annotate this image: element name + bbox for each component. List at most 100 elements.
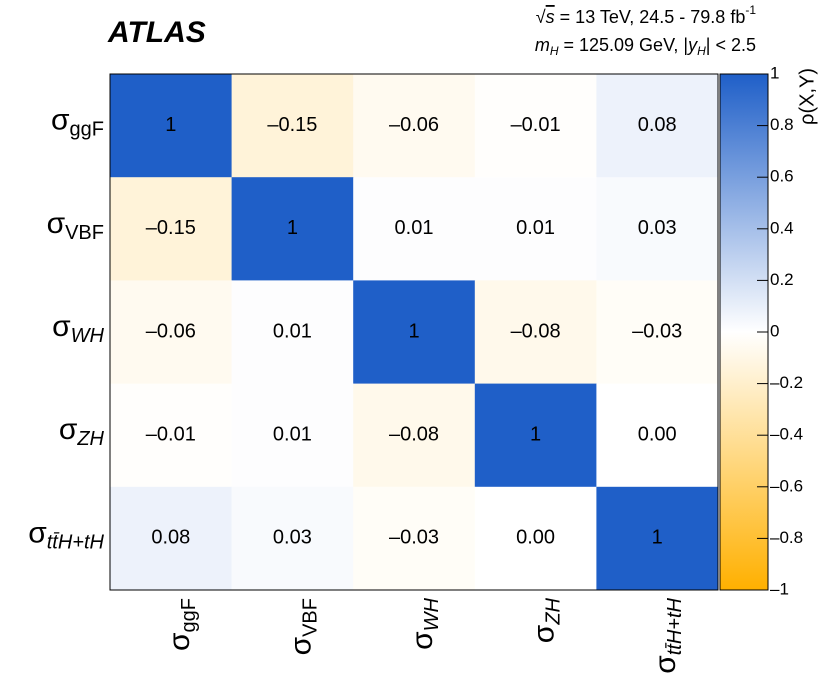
axis-label: σWH — [406, 597, 443, 649]
colorbar-title: ρ(X,Y) — [796, 68, 818, 125]
label-base: σ — [284, 636, 317, 655]
label-sub: ZH — [543, 597, 565, 625]
cell-label: –0.01 — [146, 423, 196, 445]
colorbar-tick-label: –0.8 — [770, 528, 803, 547]
cell — [231, 74, 354, 178]
cell — [110, 280, 233, 385]
label-base: σ — [51, 104, 70, 137]
cell — [474, 383, 597, 488]
cell-label: 1 — [165, 114, 176, 136]
axis-label: σggF — [51, 104, 104, 141]
cell-label: –0.01 — [511, 114, 561, 136]
frame — [109, 73, 719, 591]
cell-label: 1 — [530, 423, 541, 445]
cell — [353, 486, 476, 591]
colorbar-tick-label: –0.6 — [770, 476, 803, 495]
axis-label: σZH — [59, 413, 105, 450]
colorbar-tick-label: –0.2 — [770, 373, 803, 392]
label-base: σ — [52, 310, 71, 343]
cell — [231, 280, 354, 385]
cell-label: 0.00 — [638, 423, 677, 445]
cell-label: –0.03 — [632, 320, 682, 342]
cell-label: –0.08 — [389, 423, 439, 445]
annotation-part: H — [697, 44, 706, 58]
annotation-part: = 125.09 GeV, | — [558, 35, 688, 55]
annotation-part: √ — [536, 7, 546, 27]
label-sub: tt̄H+tH — [47, 531, 105, 553]
label-base: σ — [649, 655, 682, 674]
label-sub: VBF — [65, 222, 104, 244]
cell — [474, 177, 597, 281]
cell-label: 0.01 — [516, 217, 555, 239]
label-sub: WH — [71, 325, 105, 347]
cell — [110, 177, 233, 281]
cell — [110, 74, 233, 178]
cell-label: 0.08 — [638, 114, 677, 136]
cell — [474, 486, 597, 591]
cell — [596, 74, 719, 178]
colorbar-tick-label: 0.2 — [770, 270, 794, 289]
cell-label: –0.06 — [389, 114, 439, 136]
annotation: mH = 125.09 GeV, |yH| < 2.5 — [535, 35, 756, 58]
cell-label: 0.01 — [273, 423, 312, 445]
label-sub: WH — [421, 597, 443, 631]
cell — [353, 383, 476, 488]
label-sub: tt̄H+tH — [664, 597, 686, 655]
cell-label: –0.15 — [267, 114, 317, 136]
colorbar-tick-label: 0.8 — [770, 115, 794, 134]
annotation-part: = 13 TeV, 24.5 - 79.8 fb — [555, 7, 746, 27]
annotation-part: s — [546, 7, 555, 27]
cell — [231, 486, 354, 591]
axis-label: σggF — [163, 598, 200, 651]
label-base: σ — [528, 624, 561, 643]
cell-label: –0.06 — [146, 320, 196, 342]
cell-label: 0.01 — [395, 217, 434, 239]
cell — [353, 74, 476, 178]
cell — [231, 383, 354, 488]
annotation-part: m — [535, 35, 550, 55]
cell-label: –0.15 — [146, 217, 196, 239]
cell — [474, 74, 597, 178]
cell-label: 0.00 — [516, 527, 555, 549]
chart-title: ATLAS — [107, 16, 206, 49]
annotation: √s = 13 TeV, 24.5 - 79.8 fb-1 — [536, 3, 757, 27]
cell — [596, 280, 719, 385]
axis-label: σtt̄H+tH — [649, 597, 686, 673]
cell — [353, 177, 476, 281]
cell-label: 1 — [408, 320, 419, 342]
cell — [353, 280, 476, 385]
colorbar-tick-label: –0.4 — [770, 425, 803, 444]
label-sub: ZH — [76, 428, 104, 450]
label-sub: ggF — [70, 119, 104, 141]
cell-label: –0.08 — [511, 320, 561, 342]
cell-label: –0.03 — [389, 527, 439, 549]
cell — [596, 177, 719, 281]
cell-label: 0.01 — [273, 320, 312, 342]
colorbar-tick-label: –1 — [770, 579, 789, 598]
label-base: σ — [47, 207, 66, 240]
label-base: σ — [406, 631, 439, 650]
cell-label: 0.03 — [273, 527, 312, 549]
annotation-part: y — [686, 35, 698, 55]
annotation-part: H — [550, 44, 559, 58]
axis-label: σZH — [528, 597, 565, 643]
label-sub: ggF — [178, 598, 200, 632]
cell — [474, 280, 597, 385]
axis-label: σWH — [52, 310, 104, 347]
cell — [596, 383, 719, 488]
cell-label: 0.03 — [638, 217, 677, 239]
colorbar-tick-label: 1 — [770, 63, 779, 82]
annotation-part: | < 2.5 — [706, 35, 756, 55]
cell — [231, 177, 354, 281]
colorbar-tick-label: 0 — [770, 321, 779, 340]
axis-label: σVBF — [284, 598, 321, 655]
label-sub: VBF — [300, 598, 322, 637]
cell — [596, 486, 719, 591]
colorbar-tick-label: 0.4 — [770, 218, 794, 237]
axis-label: σVBF — [47, 207, 104, 244]
cell-label: 1 — [652, 527, 663, 549]
label-base: σ — [163, 632, 196, 651]
cell-label: 0.08 — [151, 527, 190, 549]
annotation-part: -1 — [745, 3, 756, 17]
